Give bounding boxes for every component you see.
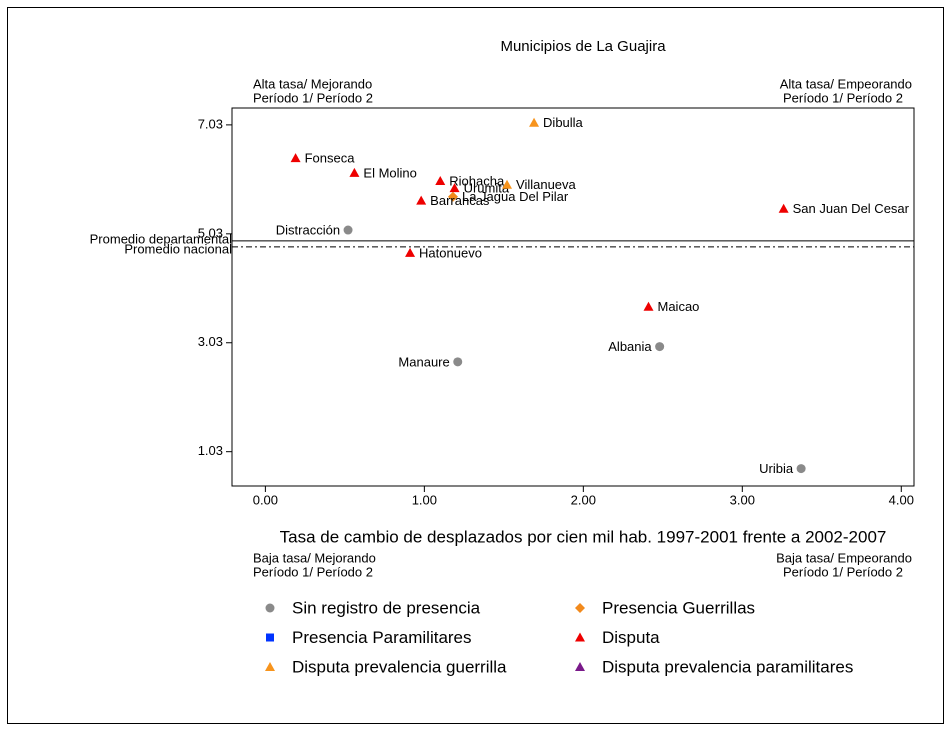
x-tick-label: 0.00: [253, 492, 278, 507]
legend-label: Presencia Paramilitares: [292, 628, 472, 647]
point: [502, 179, 513, 189]
x-tick-label: 1.00: [412, 492, 437, 507]
frame: [7, 7, 944, 724]
point: [796, 464, 806, 474]
legend-label: Sin registro de presencia: [292, 598, 481, 617]
annotation: Alta tasa/ Mejorando: [253, 76, 372, 91]
point-label: Villanueva: [516, 177, 577, 192]
point-label: Maicao: [658, 299, 700, 314]
legend-label: Presencia Guerrillas: [602, 598, 755, 617]
reference-label: Promedio departamental: [90, 231, 232, 246]
legend-marker: [575, 603, 585, 613]
legend-label: Disputa: [602, 628, 660, 647]
y-tick-label: 1.03: [198, 443, 223, 458]
annotation: Período 1/ Período 2: [253, 90, 373, 105]
annotation: Período 1/ Período 2: [253, 564, 373, 579]
annotation: Baja tasa/ Empeorando: [776, 550, 912, 565]
point: [449, 183, 460, 193]
y-tick-label: 7.03: [198, 116, 223, 131]
legend-marker: [265, 603, 275, 613]
point: [343, 225, 353, 235]
reference-label: Promedio nacional: [124, 241, 232, 256]
chart-title: Municipios de La Guajira: [500, 38, 666, 55]
annotation: Alta tasa/ Empeorando: [780, 76, 912, 91]
annotation: Baja tasa/ Mejorando: [253, 550, 376, 565]
legend-marker: [575, 662, 585, 671]
legend-label: Disputa prevalencia paramilitares: [602, 657, 853, 676]
point-label: Riohacha: [449, 173, 505, 188]
point: [405, 247, 416, 257]
point: [435, 175, 446, 185]
point-label: Distracción: [276, 222, 340, 237]
point: [290, 153, 301, 163]
point-label: Uribia: [759, 461, 794, 476]
legend-marker: [575, 632, 585, 642]
plot-area: [231, 107, 915, 487]
point-label: Dibulla: [543, 115, 584, 130]
legend-marker: [266, 633, 274, 642]
legend-label: Disputa prevalencia guerrilla: [292, 657, 507, 676]
point: [453, 357, 463, 367]
point: [447, 191, 458, 202]
point-label: Urumita: [464, 181, 510, 196]
point-label: Albania: [608, 339, 652, 354]
point-label: San Juan Del Cesar: [793, 201, 910, 216]
x-tick-label: 2.00: [571, 492, 596, 507]
y-tick-label: 3.03: [198, 334, 223, 349]
point: [655, 342, 665, 352]
point: [529, 117, 540, 127]
x-tick-label: 4.00: [889, 492, 914, 507]
legend-marker: [265, 662, 275, 671]
point: [349, 167, 360, 177]
point-label: La Jagua Del Pilar: [462, 189, 569, 204]
x-tick-label: 3.00: [730, 492, 755, 507]
y-tick-label: 5.03: [198, 225, 223, 240]
point-label: Barrancas: [430, 193, 490, 208]
point: [416, 195, 427, 205]
point: [643, 301, 654, 311]
annotation: Período 1/ Período 2: [783, 90, 903, 105]
x-axis-label: Tasa de cambio de desplazados por cien m…: [280, 527, 887, 546]
point-label: El Molino: [363, 165, 416, 180]
point-label: Manaure: [398, 354, 449, 369]
point-label: Fonseca: [305, 151, 356, 166]
point: [778, 203, 789, 213]
point-label: Hatonuevo: [419, 245, 482, 260]
annotation: Período 1/ Período 2: [783, 564, 903, 579]
